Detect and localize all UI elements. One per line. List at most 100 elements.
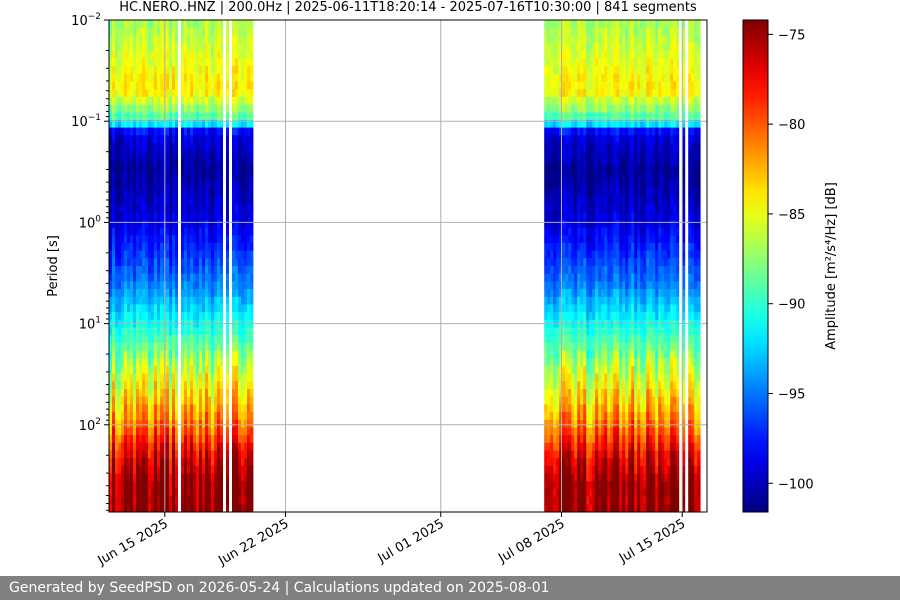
heatmap-cell: [583, 427, 587, 436]
heatmap-cell: [250, 335, 254, 344]
heatmap-cell: [604, 219, 608, 228]
heatmap-cell: [631, 342, 635, 351]
heatmap-cell: [247, 89, 251, 98]
heatmap-cell: [154, 266, 158, 275]
heatmap-cell: [139, 43, 143, 52]
heatmap-cell: [232, 381, 236, 390]
heatmap-cell: [112, 419, 116, 428]
heatmap-cell: [250, 173, 254, 182]
heatmap-cell: [589, 335, 593, 344]
heatmap-cell: [580, 89, 584, 98]
heatmap-cell: [181, 350, 185, 359]
heatmap-cell: [598, 450, 602, 459]
heatmap-cell: [247, 450, 251, 459]
heatmap-cell: [181, 104, 185, 113]
heatmap-cell: [154, 473, 158, 482]
heatmap-cell: [568, 150, 572, 159]
heatmap-cell: [544, 158, 548, 167]
heatmap-cell: [586, 496, 590, 505]
heatmap-cell: [172, 127, 176, 136]
heatmap-cell: [127, 112, 131, 121]
heatmap-cell: [562, 50, 566, 59]
heatmap-cell: [550, 473, 554, 482]
heatmap-cell: [226, 312, 230, 321]
heatmap-cell: [166, 427, 170, 436]
heatmap-cell: [607, 296, 611, 305]
heatmap-cell: [583, 127, 587, 136]
heatmap-cell: [148, 235, 152, 244]
heatmap-cell: [628, 43, 632, 52]
heatmap-cell: [115, 50, 119, 59]
heatmap-cell: [175, 488, 179, 497]
heatmap-cell: [625, 296, 629, 305]
heatmap-cell: [601, 473, 605, 482]
heatmap-cell: [172, 365, 176, 374]
heatmap-cell: [604, 327, 608, 336]
heatmap-cell: [592, 442, 596, 451]
heatmap-cell: [205, 450, 209, 459]
heatmap-cell: [238, 266, 242, 275]
heatmap-cell: [577, 204, 581, 213]
heatmap-cell: [145, 412, 149, 421]
heatmap-cell: [136, 365, 140, 374]
heatmap-cell: [196, 442, 200, 451]
heatmap-cell: [148, 442, 152, 451]
heatmap-cell: [601, 189, 605, 198]
heatmap-cell: [214, 289, 218, 298]
heatmap-cell: [238, 58, 242, 67]
heatmap-cell: [139, 158, 143, 167]
heatmap-cell: [574, 73, 578, 82]
heatmap-cell: [166, 150, 170, 159]
heatmap-cell: [226, 143, 230, 152]
heatmap-cell: [193, 27, 197, 36]
heatmap-cell: [604, 442, 608, 451]
heatmap-cell: [247, 135, 251, 144]
heatmap-cell: [220, 43, 224, 52]
heatmap-cell: [217, 481, 221, 490]
heatmap-cell: [559, 58, 563, 67]
heatmap-cell: [583, 27, 587, 36]
heatmap-cell: [226, 242, 230, 251]
heatmap-cell: [166, 358, 170, 367]
heatmap-cell: [571, 504, 575, 512]
heatmap-cell: [202, 396, 206, 405]
heatmap-cell: [568, 458, 572, 467]
heatmap-cell: [616, 304, 620, 313]
heatmap-cell: [181, 327, 185, 336]
heatmap-cell: [553, 312, 557, 321]
heatmap-cell: [547, 465, 551, 474]
heatmap-cell: [628, 504, 632, 512]
heatmap-cell: [559, 281, 563, 290]
heatmap-cell: [568, 242, 572, 251]
heatmap-cell: [139, 242, 143, 251]
heatmap-cell: [562, 465, 566, 474]
heatmap-cell: [214, 58, 218, 67]
heatmap-cell: [184, 458, 188, 467]
heatmap-cell: [202, 419, 206, 428]
heatmap-cell: [589, 458, 593, 467]
heatmap-cell: [214, 150, 218, 159]
heatmap-cell: [112, 73, 116, 82]
heatmap-cell: [151, 273, 155, 282]
heatmap-cell: [172, 135, 176, 144]
heatmap-cell: [574, 304, 578, 313]
heatmap-cell: [247, 396, 251, 405]
heatmap-cell: [241, 219, 245, 228]
heatmap-cell: [628, 435, 632, 444]
heatmap-cell: [595, 435, 599, 444]
heatmap-cell: [139, 104, 143, 113]
heatmap-cell: [154, 20, 158, 29]
heatmap-cell: [160, 73, 164, 82]
heatmap-cell: [112, 27, 116, 36]
heatmap-cell: [166, 58, 170, 67]
heatmap-cell: [610, 81, 614, 90]
heatmap-cell: [589, 166, 593, 175]
heatmap-cell: [133, 442, 137, 451]
heatmap-cell: [127, 235, 131, 244]
heatmap-cell: [187, 27, 191, 36]
heatmap-cell: [226, 43, 230, 52]
heatmap-cell: [610, 235, 614, 244]
heatmap-cell: [550, 435, 554, 444]
heatmap-cell: [178, 458, 182, 467]
heatmap-cell: [214, 35, 218, 44]
